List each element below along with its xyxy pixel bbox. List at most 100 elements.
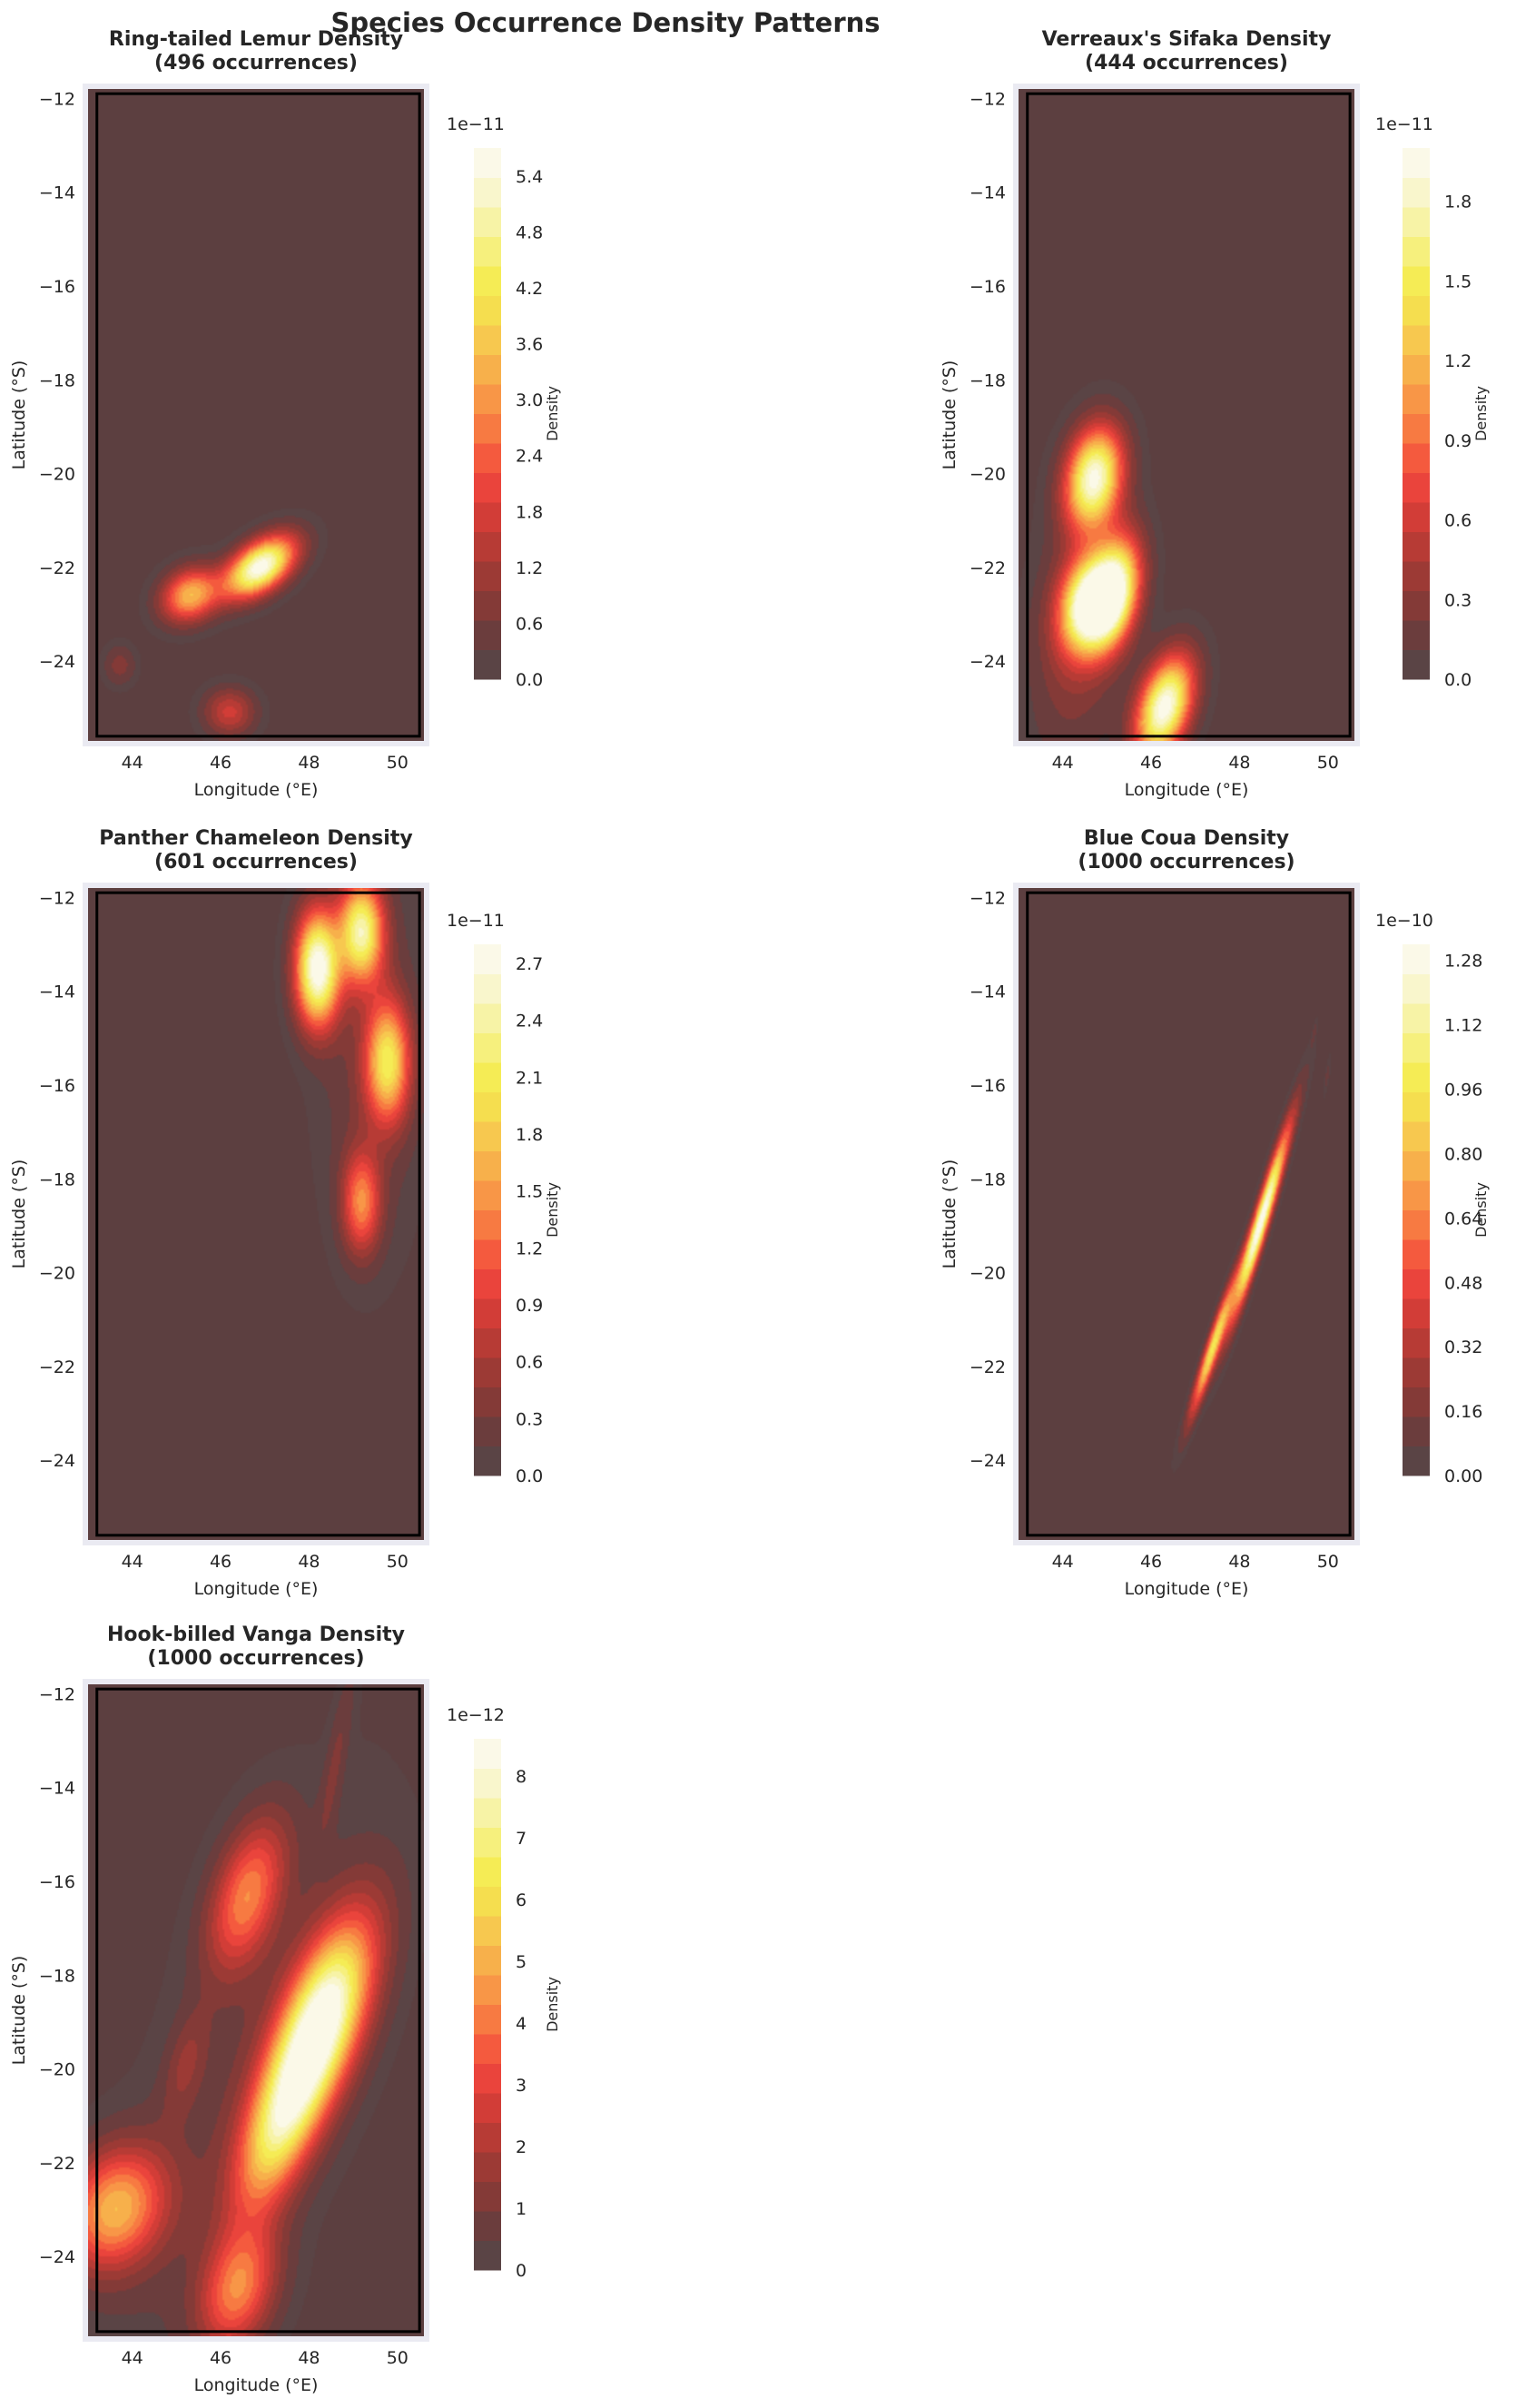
colorbar-swatch xyxy=(1403,944,1430,974)
x-tick-label: 44 xyxy=(122,2348,143,2368)
colorbar-swatch xyxy=(474,177,501,208)
x-tick-label: 50 xyxy=(1317,753,1339,773)
colorbar-swatch xyxy=(474,384,501,414)
colorbar-swatch xyxy=(474,531,501,562)
y-tick-label: −18 xyxy=(970,370,1006,390)
density-surface xyxy=(88,888,424,1540)
y-axis-label: Latitude (°S) xyxy=(9,1160,29,1269)
colorbar-swatch xyxy=(474,1768,501,1799)
colorbar-swatch xyxy=(474,1945,501,1976)
colorbar-tick-label: 5.4 xyxy=(516,167,543,187)
colorbar-tick-label: 0.64 xyxy=(1444,1209,1482,1229)
y-tick-label: −16 xyxy=(970,1076,1006,1096)
colorbar-tick-label: 0.9 xyxy=(1444,431,1472,451)
colorbar-swatch xyxy=(474,649,501,680)
x-tick-label: 50 xyxy=(387,753,409,773)
colorbar-swatch xyxy=(1403,1003,1430,1033)
colorbar-swatch xyxy=(1403,1239,1430,1269)
colorbar-tick-label: 1.2 xyxy=(1444,351,1472,371)
colorbar-swatch xyxy=(1403,1387,1430,1417)
colorbar-swatch xyxy=(474,1239,501,1269)
colorbar-swatch xyxy=(1403,1091,1430,1122)
y-tick-label: −20 xyxy=(39,2060,75,2080)
colorbar-swatch xyxy=(474,148,501,178)
colorbar-tick-label: 1.2 xyxy=(516,558,543,578)
y-tick-label: −20 xyxy=(970,1264,1006,1284)
x-tick-label: 48 xyxy=(298,753,320,773)
colorbar-swatch xyxy=(474,1121,501,1151)
colorbar-swatch xyxy=(1403,1032,1430,1063)
colorbar: 0.00 0.16 0.32 0.48 0.64 0.80 0.96 1.12 1.28 1e−1… xyxy=(1375,911,1490,1486)
colorbar-swatch xyxy=(474,1827,501,1858)
colorbar-swatch xyxy=(474,944,501,974)
x-tick-label: 46 xyxy=(210,1552,231,1572)
x-tick-label: 50 xyxy=(387,2348,409,2368)
region-boundary xyxy=(95,1687,421,2334)
colorbar-swatch xyxy=(1403,1446,1430,1476)
colorbar-offset-text: 1e−11 xyxy=(447,911,505,931)
colorbar-swatch xyxy=(1403,561,1430,591)
colorbar-swatch xyxy=(474,1739,501,1769)
colorbar-swatch xyxy=(474,1298,501,1328)
colorbar-swatch xyxy=(1403,207,1430,237)
colorbar-swatch xyxy=(1403,384,1430,414)
colorbar-label: Density xyxy=(544,1977,561,2032)
colorbar-swatch xyxy=(1403,1298,1430,1328)
y-tick-label: −12 xyxy=(970,89,1006,109)
colorbar-swatch xyxy=(474,236,501,267)
colorbar-swatch xyxy=(1403,1180,1430,1210)
y-tick-label: −20 xyxy=(39,1264,75,1284)
colorbar-swatch xyxy=(1403,266,1430,296)
colorbar-tick-label: 0.32 xyxy=(1444,1337,1482,1357)
colorbar-swatch xyxy=(474,1327,501,1358)
y-axis-label: Latitude (°S) xyxy=(940,360,960,470)
colorbar-tick-label: 2 xyxy=(516,2137,527,2157)
subplot-title-line-2: (444 occurrences) xyxy=(1085,52,1288,74)
colorbar-swatch xyxy=(474,1857,501,1887)
colorbar-tick-label: 2.4 xyxy=(516,1012,543,1031)
x-tick-label: 46 xyxy=(210,753,231,773)
y-tick-label: −14 xyxy=(970,982,1006,1002)
colorbar-swatch xyxy=(474,1357,501,1387)
subplot-4: Blue Coua Density(1000 occurrences) 44 46 4… xyxy=(940,827,1490,1599)
subplot-title-line-1: Ring-tailed Lemur Density xyxy=(109,28,403,51)
x-axis-label: Longitude (°E) xyxy=(1125,1579,1249,1599)
colorbar-tick-label: 0.96 xyxy=(1444,1081,1482,1100)
colorbar-swatch xyxy=(1403,1268,1430,1299)
colorbar-swatch xyxy=(1403,1209,1430,1240)
region-boundary xyxy=(95,891,421,1537)
subplot-3: Panther Chameleon Density(601 occurrence… xyxy=(9,827,561,1599)
colorbar-swatch xyxy=(1403,325,1430,355)
colorbar-swatch xyxy=(474,2122,501,2153)
colorbar-tick-label: 3 xyxy=(516,2076,527,2096)
colorbar-tick-label: 8 xyxy=(516,1767,527,1787)
colorbar-swatch xyxy=(474,1180,501,1210)
colorbar-swatch xyxy=(474,590,501,621)
colorbar: 0.0 0.3 0.6 0.9 1.2 1.5 1.8 2.1 2.4 2.7 1e−11 Densi… xyxy=(447,911,561,1486)
colorbar-tick-label: 6 xyxy=(516,1890,527,1910)
colorbar-swatch xyxy=(474,1032,501,1063)
colorbar-tick-label: 0.6 xyxy=(516,1353,543,1373)
colorbar-swatch xyxy=(1403,502,1430,532)
subplot-title-line-1: Blue Coua Density xyxy=(1084,827,1289,850)
subplot-2: Verreaux's Sifaka Density(444 occurrence… xyxy=(940,28,1490,800)
colorbar-tick-label: 4.8 xyxy=(516,222,543,242)
x-tick-label: 50 xyxy=(1317,1552,1339,1572)
y-tick-label: −24 xyxy=(970,652,1006,672)
colorbar-swatch xyxy=(474,2240,501,2271)
x-tick-label: 46 xyxy=(210,2348,231,2368)
colorbar-swatch xyxy=(474,620,501,650)
colorbar-tick-label: 2.1 xyxy=(516,1068,543,1088)
colorbar-swatch xyxy=(1403,973,1430,1004)
colorbar-tick-label: 0.80 xyxy=(1444,1144,1482,1164)
colorbar-tick-label: 0.3 xyxy=(1444,590,1472,610)
colorbar-swatch xyxy=(1403,1062,1430,1092)
colorbar-tick-label: 0.16 xyxy=(1444,1402,1482,1422)
x-tick-label: 48 xyxy=(298,1552,320,1572)
colorbar-tick-label: 1.12 xyxy=(1444,1016,1482,1036)
colorbar-swatch xyxy=(1403,413,1430,444)
y-tick-label: −14 xyxy=(39,183,75,203)
x-tick-label: 44 xyxy=(122,753,143,773)
colorbar-tick-label: 0.00 xyxy=(1444,1466,1482,1486)
colorbar-swatch xyxy=(474,443,501,473)
